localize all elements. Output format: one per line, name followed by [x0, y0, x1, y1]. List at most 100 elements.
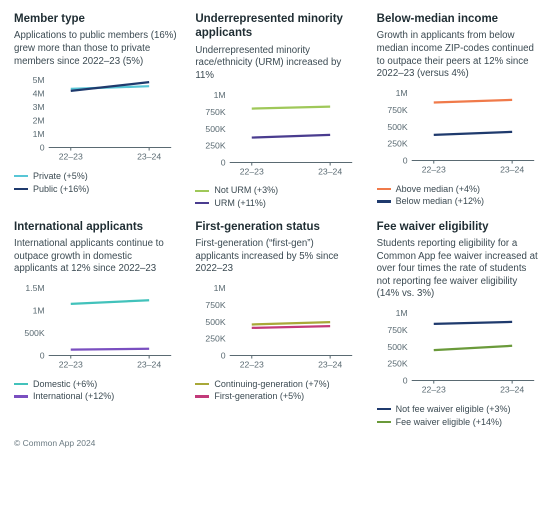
ytick-label: 0	[402, 376, 407, 386]
ytick-label: 1.5M	[25, 283, 44, 293]
legend-item: Public (+16%)	[14, 183, 177, 196]
panel-5: Fee waiver eligibilityStudents reporting…	[377, 220, 540, 428]
panel-desc: International applicants continue to out…	[14, 238, 177, 276]
xtick-label: 23–24	[318, 360, 342, 370]
footer-copyright: © Common App 2024	[14, 438, 540, 448]
ytick-label: 250K	[206, 334, 226, 344]
ytick-label: 0	[221, 350, 226, 360]
panel-desc: First-generation (“first-gen”) applicant…	[195, 238, 358, 276]
xtick-label: 22–23	[240, 166, 264, 176]
legend-item: Not URM (+3%)	[195, 184, 358, 197]
ytick-label: 750K	[206, 107, 226, 117]
ytick-label: 500K	[387, 342, 407, 352]
ytick-label: 250K	[387, 139, 407, 149]
legend-swatch	[14, 395, 28, 397]
series-line	[433, 100, 511, 103]
line-chart: 0500K1M1.5M22–2323–24	[14, 282, 177, 374]
xtick-label: 22–23	[59, 152, 83, 162]
legend-label: Below median (+12%)	[396, 195, 484, 208]
legend-item: Private (+5%)	[14, 170, 177, 183]
legend-item: Fee waiver eligible (+14%)	[377, 416, 540, 429]
panel-3: International applicants International ap…	[14, 220, 177, 428]
legend-item: First-generation (+5%)	[195, 390, 358, 403]
legend-item: Above median (+4%)	[377, 183, 540, 196]
xtick-label: 22–23	[421, 385, 445, 395]
panel-desc: Growth in applicants from below median i…	[377, 30, 540, 80]
panel-2: Below-median income Growth in applicants …	[377, 12, 540, 210]
legend-item: URM (+11%)	[195, 197, 358, 210]
legend-label: URM (+11%)	[214, 197, 266, 210]
legend-label: Continuing-generation (+7%)	[214, 378, 329, 391]
legend-label: First-generation (+5%)	[214, 390, 304, 403]
legend-swatch	[377, 421, 391, 423]
ytick-label: 750K	[387, 325, 407, 335]
ytick-label: 5M	[33, 75, 45, 85]
legend: Above median (+4%)Below median (+12%)	[377, 183, 540, 208]
ytick-label: 0	[221, 157, 226, 167]
line-chart: 0250K500K750K1M22–2323–24	[195, 89, 358, 181]
legend-label: Domestic (+6%)	[33, 378, 97, 391]
legend: Private (+5%)Public (+16%)	[14, 170, 177, 195]
legend-item: International (+12%)	[14, 390, 177, 403]
line-chart: 01M2M3M4M5M22–2323–24	[14, 74, 177, 166]
panel-title: International applicants	[14, 220, 177, 234]
panel-4: First-generation status First-generation …	[195, 220, 358, 428]
ytick-label: 500K	[206, 317, 226, 327]
legend-swatch	[195, 383, 209, 385]
xtick-label: 22–23	[421, 165, 445, 175]
xtick-label: 23–24	[137, 360, 161, 370]
ytick-label: 0	[402, 155, 407, 165]
xtick-label: 23–24	[500, 165, 524, 175]
series-line	[433, 322, 511, 324]
xtick-label: 23–24	[137, 152, 161, 162]
ytick-label: 2M	[33, 116, 45, 126]
legend-item: Continuing-generation (+7%)	[195, 378, 358, 391]
panel-desc: Underrepresented minority race/ethnicity…	[195, 45, 358, 83]
legend-label: Not URM (+3%)	[214, 184, 278, 197]
ytick-label: 750K	[387, 105, 407, 115]
legend-item: Domestic (+6%)	[14, 378, 177, 391]
legend-swatch	[195, 190, 209, 192]
legend-label: Fee waiver eligible (+14%)	[396, 416, 502, 429]
series-line	[252, 322, 330, 324]
line-chart: 0250K500K750K1M22–2323–24	[195, 282, 358, 374]
xtick-label: 22–23	[59, 360, 83, 370]
ytick-label: 250K	[387, 359, 407, 369]
legend-swatch	[377, 188, 391, 190]
ytick-label: 0	[40, 350, 45, 360]
ytick-label: 1M	[33, 305, 45, 315]
line-chart: 0 250K 500K 750K 1M 22–23 23–24	[377, 307, 540, 399]
panel-desc: Students reporting eligibility for a Com…	[377, 238, 540, 301]
ytick-label: 1M	[395, 88, 407, 98]
ytick-label: 1M	[214, 90, 226, 100]
legend-label: Public (+16%)	[33, 183, 89, 196]
ytick-label: 0	[40, 143, 45, 153]
series-line	[252, 326, 330, 328]
panel-title: First-generation status	[195, 220, 358, 234]
legend-swatch	[14, 175, 28, 177]
ytick-label: 1M	[395, 308, 407, 318]
xtick-label: 23–24	[500, 385, 524, 395]
ytick-label: 750K	[206, 300, 226, 310]
panel-title: Underrepresented minority applicants	[195, 12, 358, 41]
charts-grid: Member typeApplications to public member…	[14, 12, 540, 428]
series-line	[433, 346, 511, 350]
panel-1: Underrepresented minority applicants Unde…	[195, 12, 358, 210]
legend: Not fee waiver eligible (+3%)Fee waiver …	[377, 403, 540, 428]
legend: Domestic (+6%)International (+12%)	[14, 378, 177, 403]
legend-swatch	[195, 202, 209, 204]
ytick-label: 1M	[33, 129, 45, 139]
line-chart: 0250K500K750K1M22–2323–24	[377, 87, 540, 179]
xtick-label: 22–23	[240, 360, 264, 370]
xtick-label: 23–24	[318, 166, 342, 176]
series-line	[433, 132, 511, 135]
legend-label: International (+12%)	[33, 390, 114, 403]
legend-swatch	[377, 408, 391, 410]
panel-title: Member type	[14, 12, 177, 26]
series-line	[71, 349, 149, 350]
series-line	[252, 134, 330, 137]
panel-title: Below-median income	[377, 12, 540, 26]
legend-label: Not fee waiver eligible (+3%)	[396, 403, 511, 416]
legend: Continuing-generation (+7%)First-generat…	[195, 378, 358, 403]
legend-swatch	[14, 383, 28, 385]
